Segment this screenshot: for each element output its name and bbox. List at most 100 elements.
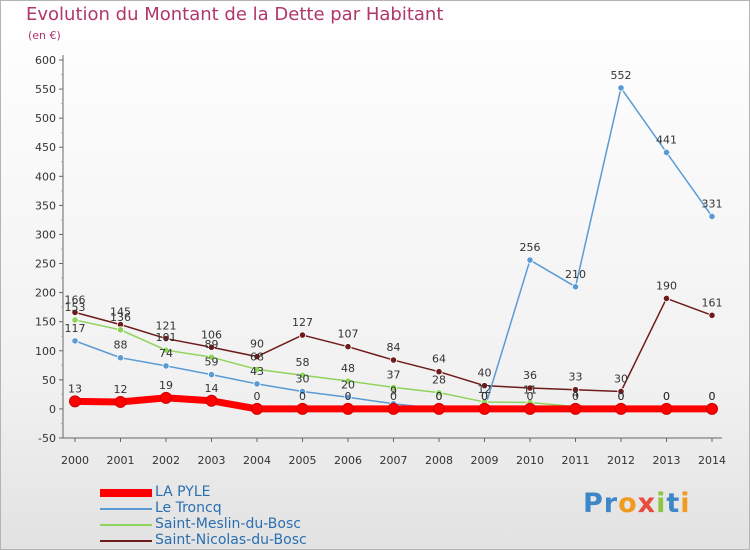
data-label: 256 (520, 241, 541, 254)
x-tick-label: 2014 (698, 454, 726, 467)
legend-swatch (100, 524, 152, 526)
data-label: 43 (250, 365, 264, 378)
data-label: 136 (110, 311, 131, 324)
data-point (162, 334, 170, 343)
data-point (160, 391, 172, 404)
data-label: 190 (656, 279, 677, 292)
legend-label: Le Troncq (155, 500, 222, 516)
data-point (708, 212, 716, 221)
data-point (571, 386, 580, 394)
data-label: 121 (156, 320, 177, 333)
data-label: 145 (110, 306, 131, 319)
y-tick-label: 150 (35, 316, 56, 329)
data-label: 161 (702, 296, 723, 309)
data-label: 19 (159, 379, 173, 392)
y-tick-label: 200 (35, 287, 56, 300)
data-point (617, 387, 625, 396)
data-label: 14 (205, 382, 219, 395)
chart-unit: (en €) (28, 29, 61, 42)
data-label: 11 (523, 384, 537, 397)
data-label: 48 (341, 362, 355, 375)
x-tick-label: 2000 (61, 454, 89, 467)
data-point (162, 362, 170, 370)
data-point (571, 283, 580, 291)
data-label: 0 (572, 390, 579, 403)
data-label: 40 (478, 367, 492, 380)
y-tick-label: 0 (49, 403, 56, 416)
data-point (433, 402, 445, 415)
data-label: 4 (572, 388, 579, 401)
data-label: 101 (156, 331, 177, 344)
data-point (344, 343, 352, 351)
data-point (71, 308, 79, 316)
legend-swatch (100, 489, 152, 497)
data-label: 0 (618, 390, 625, 403)
data-label: 0 (254, 390, 261, 403)
data-point (615, 402, 627, 415)
data-label: 153 (65, 301, 86, 314)
data-point (344, 377, 352, 385)
data-point (253, 380, 261, 388)
data-label: 36 (523, 369, 537, 382)
data-label: 331 (702, 197, 723, 210)
x-tick-label: 2005 (289, 454, 317, 467)
data-point (71, 316, 79, 324)
data-point (526, 384, 534, 392)
data-point (662, 294, 671, 303)
x-tick-label: 2010 (516, 454, 544, 467)
data-point (526, 256, 534, 264)
data-point (71, 337, 79, 345)
data-label: 0 (299, 390, 306, 403)
data-label: 30 (296, 372, 310, 385)
data-label: 12 (478, 383, 492, 396)
data-label: 0 (481, 390, 488, 403)
data-label: 20 (341, 378, 355, 391)
data-label: 107 (338, 328, 359, 341)
data-label: 0 (709, 390, 716, 403)
data-point (69, 395, 81, 408)
y-tick-label: 400 (35, 170, 56, 183)
data-point (708, 311, 716, 319)
data-point (344, 393, 352, 401)
data-point (435, 368, 443, 376)
x-tick-label: 2009 (471, 454, 499, 467)
y-tick-label: 550 (35, 83, 56, 96)
data-label: 0 (436, 390, 443, 403)
y-tick-label: 50 (42, 374, 56, 387)
legend-label: LA PYLE (155, 484, 211, 500)
data-point (298, 371, 307, 379)
data-label: 37 (387, 368, 401, 381)
data-label: 9 (390, 385, 397, 398)
chart-title: Evolution du Montant de la Dette par Hab… (26, 4, 444, 25)
data-label: 0 (663, 390, 670, 403)
data-label: 33 (569, 371, 583, 384)
data-point (617, 84, 625, 92)
x-tick-label: 2013 (653, 454, 681, 467)
legend-label: Saint-Nicolas-du-Bosc (155, 532, 307, 548)
x-tick-label: 2001 (107, 454, 135, 467)
data-label: 117 (65, 322, 86, 335)
data-label: 68 (250, 350, 264, 363)
legend-label: Saint-Meslin-du-Bosc (155, 516, 301, 532)
data-point (389, 383, 398, 392)
data-point (298, 387, 307, 396)
data-label: 166 (65, 293, 86, 306)
x-tick-label: 2004 (243, 454, 271, 467)
y-tick-label: 100 (35, 345, 56, 358)
data-label: 58 (296, 356, 310, 369)
data-label: 28 (432, 374, 446, 387)
y-tick-label: 450 (35, 141, 56, 154)
data-label: 90 (250, 338, 264, 351)
y-tick-label: 250 (35, 258, 56, 271)
data-point (207, 371, 216, 379)
data-point (387, 402, 400, 415)
data-label: 12 (114, 383, 128, 396)
x-tick-label: 2007 (380, 454, 408, 467)
data-point (116, 354, 125, 362)
legend-swatch (100, 540, 152, 542)
data-label: 64 (432, 353, 446, 366)
data-label: 84 (387, 341, 401, 354)
data-label: 0 (481, 390, 488, 403)
data-label: 59 (205, 356, 219, 369)
x-tick-label: 2003 (198, 454, 226, 467)
